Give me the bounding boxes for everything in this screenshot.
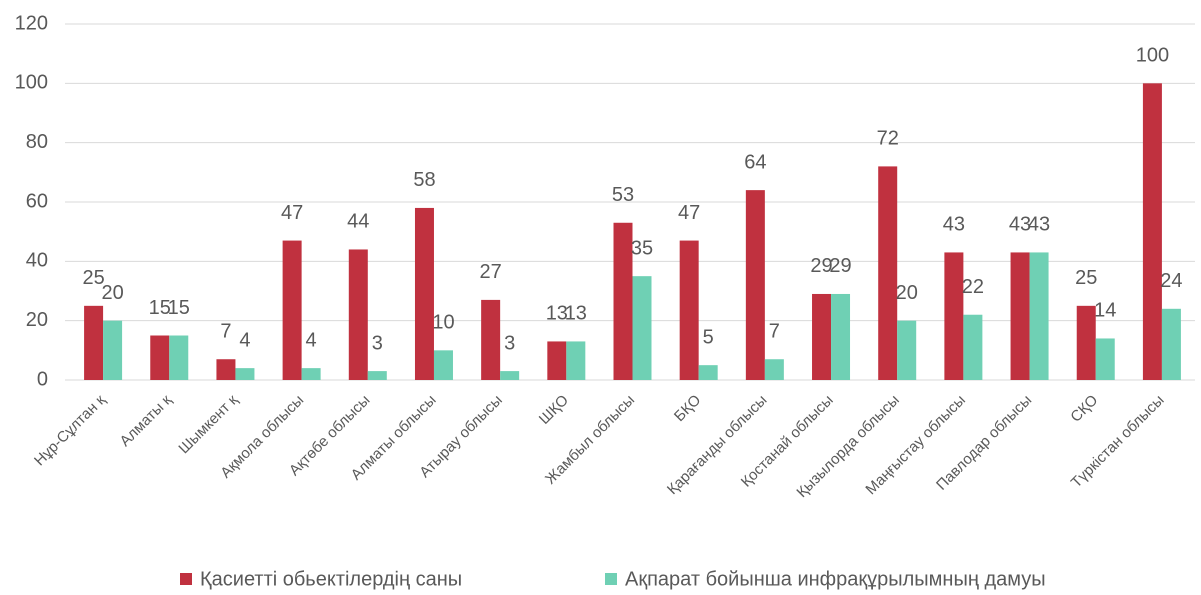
bar bbox=[84, 305, 104, 380]
bar bbox=[944, 252, 964, 380]
bar bbox=[150, 335, 170, 380]
data-label: 100 bbox=[1136, 45, 1169, 67]
x-tick-label: БҚО bbox=[671, 392, 704, 425]
data-label: 4 bbox=[239, 329, 250, 351]
bar bbox=[235, 368, 255, 380]
data-label: 7 bbox=[220, 321, 231, 343]
bar bbox=[745, 190, 765, 380]
bar bbox=[1095, 338, 1115, 380]
data-label: 43 bbox=[1028, 214, 1050, 236]
data-label: 15 bbox=[149, 297, 171, 319]
data-label: 43 bbox=[1009, 214, 1031, 236]
bar bbox=[963, 314, 983, 380]
data-label: 3 bbox=[372, 332, 383, 354]
data-label: 24 bbox=[1160, 270, 1182, 292]
data-label: 5 bbox=[703, 326, 714, 348]
bar bbox=[481, 299, 501, 380]
bar bbox=[1161, 308, 1181, 380]
y-tick-label: 80 bbox=[26, 131, 48, 153]
bar bbox=[1029, 252, 1049, 380]
bar bbox=[433, 350, 453, 380]
bar bbox=[169, 335, 189, 380]
bar bbox=[367, 371, 387, 380]
bar bbox=[566, 341, 586, 380]
data-label: 53 bbox=[612, 184, 634, 206]
bar bbox=[282, 240, 302, 380]
y-tick-label: 40 bbox=[26, 250, 48, 272]
bar bbox=[878, 166, 898, 380]
data-label: 47 bbox=[281, 202, 303, 224]
data-label: 25 bbox=[82, 267, 104, 289]
bar bbox=[348, 249, 368, 380]
data-label: 10 bbox=[432, 312, 454, 334]
data-label: 4 bbox=[306, 329, 317, 351]
data-label: 13 bbox=[565, 303, 587, 325]
data-label: 35 bbox=[631, 237, 653, 259]
y-tick-label: 60 bbox=[26, 190, 48, 212]
legend-swatch bbox=[605, 573, 617, 585]
y-tick-label: 120 bbox=[15, 12, 48, 34]
data-label: 22 bbox=[962, 276, 984, 298]
data-label: 7 bbox=[769, 321, 780, 343]
data-label: 14 bbox=[1094, 300, 1116, 322]
bar bbox=[500, 371, 520, 380]
x-tick-label: Нұр-Сұлтан қ bbox=[31, 391, 109, 469]
bar bbox=[698, 365, 718, 380]
data-label: 20 bbox=[101, 282, 123, 304]
data-label: 29 bbox=[810, 255, 832, 277]
bar bbox=[414, 207, 434, 380]
data-label: 47 bbox=[678, 202, 700, 224]
data-label: 25 bbox=[1075, 267, 1097, 289]
bar bbox=[301, 368, 321, 380]
bar bbox=[1076, 305, 1096, 380]
bar bbox=[103, 320, 123, 380]
legend-label: Ақпарат бойынша инфрақұрылымның дамуы bbox=[625, 568, 1046, 590]
data-label: 43 bbox=[943, 214, 965, 236]
data-label: 3 bbox=[504, 332, 515, 354]
data-label: 15 bbox=[168, 297, 190, 319]
legend-swatch bbox=[180, 573, 192, 585]
data-label: 13 bbox=[546, 303, 568, 325]
bar bbox=[679, 240, 699, 380]
x-tick-label: СҚО bbox=[1067, 392, 1101, 426]
data-label: 27 bbox=[480, 261, 502, 283]
bar bbox=[613, 222, 633, 380]
bar bbox=[1010, 252, 1030, 380]
y-tick-label: 20 bbox=[26, 309, 48, 331]
data-label: 29 bbox=[829, 255, 851, 277]
data-label: 64 bbox=[744, 151, 766, 173]
bar bbox=[897, 320, 917, 380]
data-label: 58 bbox=[413, 169, 435, 191]
y-tick-label: 100 bbox=[15, 72, 48, 94]
bar bbox=[547, 341, 567, 380]
bar bbox=[812, 293, 832, 380]
x-tick-label: Шымкент қ bbox=[175, 391, 241, 457]
legend-label: Қасиетті обьектілердің саны bbox=[200, 568, 462, 590]
bar bbox=[216, 359, 236, 380]
bar bbox=[831, 293, 851, 380]
data-label: 72 bbox=[877, 128, 899, 150]
bar bbox=[1142, 83, 1162, 380]
x-tick-label: ШҚО bbox=[536, 392, 572, 428]
y-tick-label: 0 bbox=[37, 368, 48, 390]
data-label: 44 bbox=[347, 211, 369, 233]
x-tick-label: Алматы қ bbox=[117, 391, 176, 450]
bar bbox=[764, 359, 784, 380]
bar bbox=[632, 276, 652, 380]
data-label: 20 bbox=[896, 282, 918, 304]
